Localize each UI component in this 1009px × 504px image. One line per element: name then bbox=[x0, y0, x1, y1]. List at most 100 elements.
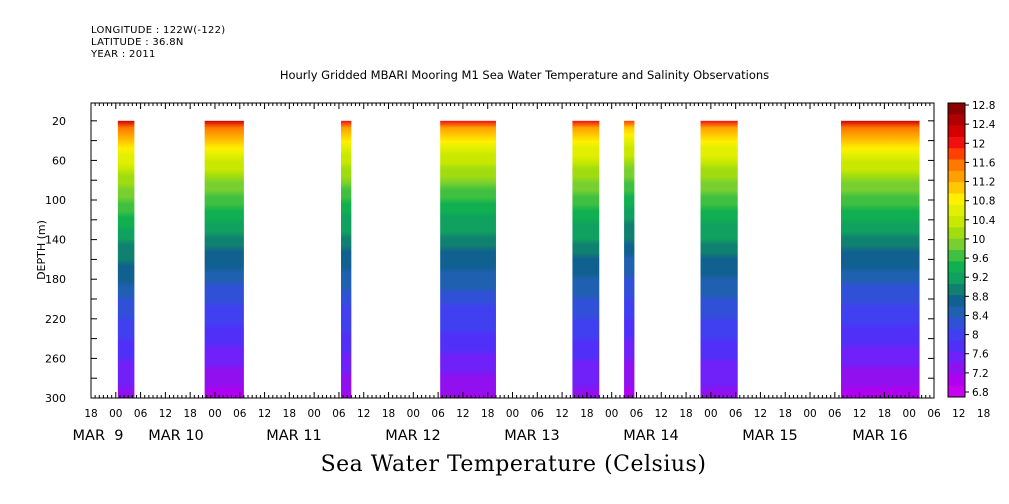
longitude-label: LONGITUDE : 122W(-122) bbox=[91, 25, 226, 36]
x-hour-label: 00 bbox=[208, 408, 221, 420]
colorbar-label: 10 bbox=[972, 234, 985, 246]
x-hour-label: 18 bbox=[878, 408, 891, 420]
x-hour-label: 18 bbox=[283, 408, 296, 420]
colorbar-frame bbox=[947, 102, 966, 398]
x-hour-label: 12 bbox=[853, 408, 866, 420]
x-hour-label: 00 bbox=[605, 408, 618, 420]
x-hour-label: 12 bbox=[357, 408, 370, 420]
colorbar-swatch bbox=[948, 340, 965, 353]
colorbar-swatch bbox=[948, 193, 965, 206]
colorbar-swatch bbox=[948, 114, 965, 127]
colorbar-label: 11.2 bbox=[972, 177, 995, 189]
x-hour-label: 06 bbox=[332, 408, 346, 420]
colorbar-swatch bbox=[948, 295, 965, 307]
data-burst bbox=[841, 120, 920, 399]
colorbar-title: Sea Water Temperature (Celsius) bbox=[320, 452, 707, 477]
x-date-label: MAR 9 bbox=[73, 428, 124, 444]
y-tick-label: 140 bbox=[45, 234, 66, 247]
x-hour-label: 06 bbox=[531, 408, 545, 420]
colorbar-label: 6.8 bbox=[972, 387, 989, 399]
x-hour-label: 06 bbox=[828, 408, 842, 420]
data-burst bbox=[341, 120, 352, 399]
x-date-label: MAR 14 bbox=[623, 428, 679, 444]
x-hour-label: 06 bbox=[431, 408, 445, 420]
colorbar-swatch bbox=[948, 306, 965, 319]
colorbar-swatch bbox=[948, 329, 965, 341]
colorbar-label: 7.6 bbox=[972, 349, 989, 361]
x-hour-label: 00 bbox=[407, 408, 420, 420]
x-hour-label: 06 bbox=[729, 408, 743, 420]
y-tick-label: 60 bbox=[52, 154, 66, 167]
x-hour-label: 18 bbox=[779, 408, 792, 420]
x-hour-label: 12 bbox=[754, 408, 767, 420]
x-hour-label: 12 bbox=[952, 408, 965, 420]
x-date-label: MAR 13 bbox=[504, 428, 560, 444]
colorbar-label: 10.4 bbox=[972, 215, 996, 227]
colorbar-label: 8.4 bbox=[972, 310, 989, 322]
colorbar-swatch bbox=[948, 250, 965, 262]
colorbar-swatch bbox=[948, 385, 965, 398]
data-burst bbox=[572, 120, 600, 399]
colorbar-swatch bbox=[948, 204, 965, 217]
colorbar-label: 12.4 bbox=[972, 119, 996, 131]
data-burst bbox=[204, 120, 244, 399]
colorbar-swatch bbox=[948, 283, 965, 296]
colorbar-swatch bbox=[948, 227, 965, 240]
axis-ticks bbox=[90, 103, 935, 399]
x-hour-label: 18 bbox=[382, 408, 395, 420]
y-tick-label: 220 bbox=[45, 313, 66, 326]
colorbar-label: 11.6 bbox=[972, 157, 996, 169]
colorbar-swatch bbox=[948, 170, 965, 183]
x-hour-label: 18 bbox=[977, 408, 990, 420]
chart-title: Hourly Gridded MBARI Mooring M1 Sea Wate… bbox=[279, 68, 770, 82]
x-hour-label: 06 bbox=[134, 408, 148, 420]
year-label: YEAR : 2011 bbox=[91, 49, 156, 60]
data-burst bbox=[440, 120, 496, 399]
y-tick-label: 180 bbox=[45, 273, 66, 286]
latitude-label: LATITUDE : 36.8N bbox=[91, 37, 184, 48]
x-date-label: MAR 15 bbox=[742, 428, 798, 444]
x-hour-label: 00 bbox=[109, 408, 122, 420]
colorbar: 12.8 12.4 12 11.6 11.2 10.8 10.4 10 9.6 9.2 8.8 8.4… bbox=[947, 100, 996, 399]
colorbar-swatch bbox=[948, 261, 965, 274]
x-hour-label: 12 bbox=[258, 408, 271, 420]
colorbar-label: 7.2 bbox=[972, 368, 989, 380]
colorbar-swatch bbox=[948, 136, 965, 149]
y-tick-label: 300 bbox=[45, 392, 66, 405]
x-tick-labels: 18 00 06 12 18 00 06 12 18 00 06 12 18 00 06 12 18 00 06 12… bbox=[84, 408, 990, 420]
colorbar-label: 12.8 bbox=[972, 100, 995, 112]
x-hour-label: 00 bbox=[704, 408, 717, 420]
y-tick-label: 100 bbox=[45, 194, 66, 207]
x-hour-label: 00 bbox=[903, 408, 916, 420]
x-hour-label: 12 bbox=[655, 408, 668, 420]
colorbar-swatch bbox=[948, 238, 965, 251]
x-hour-label: 18 bbox=[183, 408, 196, 420]
x-hour-label: 18 bbox=[580, 408, 593, 420]
x-hour-label: 12 bbox=[159, 408, 172, 420]
x-hour-label: 12 bbox=[456, 408, 469, 420]
colorbar-swatch bbox=[948, 159, 965, 172]
x-date-labels: MAR 9 MAR 10 MAR 11 MAR 12 MAR 13 MAR 14 MAR 1… bbox=[73, 428, 908, 444]
colorbar-swatch bbox=[948, 272, 965, 285]
colorbar-swatch bbox=[948, 351, 965, 364]
x-hour-label: 12 bbox=[555, 408, 568, 420]
colorbar-label: 10.8 bbox=[972, 196, 995, 208]
colorbar-label: 8.8 bbox=[972, 291, 989, 303]
x-hour-label: 00 bbox=[307, 408, 320, 420]
x-date-label: MAR 11 bbox=[266, 428, 322, 444]
data-burst bbox=[117, 120, 135, 399]
x-hour-label: 18 bbox=[84, 408, 97, 420]
colorbar-swatch bbox=[948, 374, 965, 387]
colorbar-swatch bbox=[948, 103, 965, 115]
data-burst bbox=[700, 120, 738, 399]
y-tick-label: 20 bbox=[52, 115, 66, 128]
colorbar-swatch bbox=[948, 125, 965, 138]
x-date-label: MAR 16 bbox=[852, 428, 908, 444]
y-tick-label: 260 bbox=[45, 352, 66, 365]
colorbar-label: 9.6 bbox=[972, 253, 989, 265]
colorbar-label: 9.2 bbox=[972, 272, 989, 284]
colorbar-label: 12 bbox=[972, 138, 985, 150]
colorbar-label: 8 bbox=[972, 330, 979, 342]
x-hour-label: 06 bbox=[233, 408, 247, 420]
x-hour-label: 18 bbox=[481, 408, 494, 420]
